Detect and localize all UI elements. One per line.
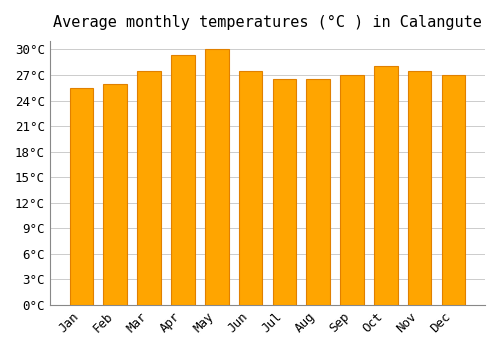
Bar: [340, 75, 364, 305]
Bar: [138, 71, 161, 305]
Bar: [205, 49, 229, 305]
Title: Average monthly temperatures (°C ) in Calangute: Average monthly temperatures (°C ) in Ca…: [53, 15, 482, 30]
Bar: [442, 75, 465, 305]
Bar: [408, 71, 432, 305]
Bar: [374, 66, 398, 305]
Bar: [171, 55, 194, 305]
Bar: [104, 84, 127, 305]
Bar: [306, 79, 330, 305]
Bar: [238, 71, 262, 305]
Bar: [70, 88, 94, 305]
Bar: [272, 79, 296, 305]
